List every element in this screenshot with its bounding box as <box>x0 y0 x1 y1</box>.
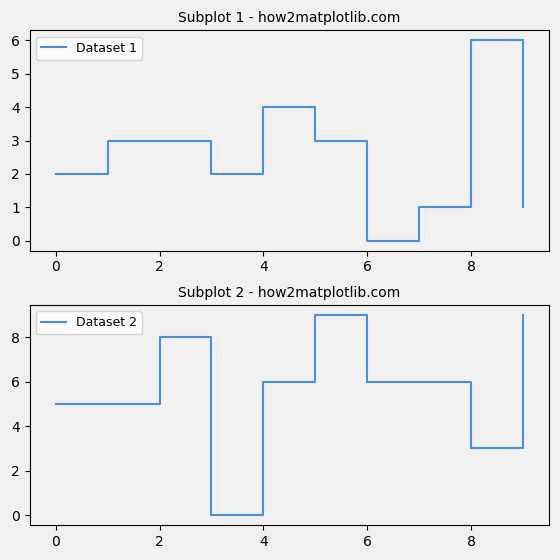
Title: Subplot 2 - how2matplotlib.com: Subplot 2 - how2matplotlib.com <box>178 286 400 300</box>
Dataset 2 <box>520 311 526 318</box>
Dataset 1 <box>104 137 111 144</box>
Line: Dataset 1: Dataset 1 <box>55 40 523 241</box>
Dataset 2 <box>104 400 111 407</box>
Dataset 2 <box>156 334 163 340</box>
Dataset 1 <box>312 137 319 144</box>
Dataset 2 <box>468 445 474 452</box>
Dataset 2 <box>364 379 371 385</box>
Line: Dataset 2: Dataset 2 <box>55 315 523 515</box>
Title: Subplot 1 - how2matplotlib.com: Subplot 1 - how2matplotlib.com <box>178 11 400 25</box>
Dataset 2 <box>52 400 59 407</box>
Dataset 1 <box>208 171 215 178</box>
Dataset 1 <box>364 237 371 244</box>
Legend: Dataset 1: Dataset 1 <box>36 37 142 60</box>
Dataset 1 <box>520 204 526 211</box>
Dataset 1 <box>468 37 474 44</box>
Dataset 1 <box>260 104 267 110</box>
Dataset 2 <box>260 379 267 385</box>
Dataset 2 <box>416 379 422 385</box>
Dataset 1 <box>416 204 422 211</box>
Legend: Dataset 2: Dataset 2 <box>36 311 142 334</box>
Dataset 2 <box>312 311 319 318</box>
Dataset 1 <box>156 137 163 144</box>
Dataset 2 <box>208 512 215 519</box>
Dataset 1 <box>52 171 59 178</box>
